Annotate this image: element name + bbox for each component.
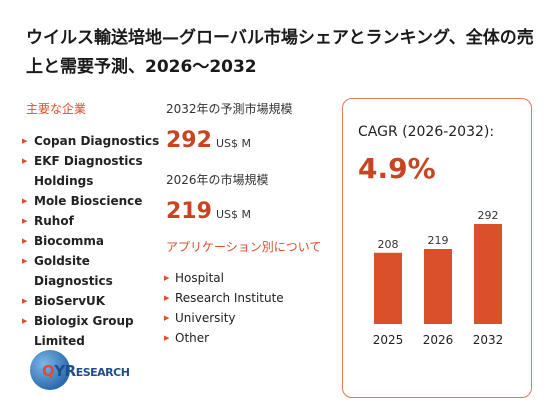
vendor-item: Copan Diagnostics <box>22 131 162 151</box>
bar-chart: 208 2025 219 2026 292 2032 <box>373 209 504 347</box>
category-label: 2032 <box>473 333 504 347</box>
bar-value-label: 292 <box>478 209 499 222</box>
projection-value: 292 US$ M <box>166 128 251 153</box>
vendor-item: Mole Bioscience <box>22 191 162 211</box>
vendors-label: 主要な企業 <box>26 102 87 116</box>
logo-text: QYRESEARCH <box>42 362 130 380</box>
cagr-value: 4.9% <box>358 152 436 185</box>
application-item: Other <box>164 328 284 348</box>
bar-value-label: 208 <box>378 238 399 251</box>
vendor-item: Biocomma <box>22 231 162 251</box>
base-number: 219 <box>166 199 212 224</box>
cagr-label: CAGR (2026-2032): <box>358 124 495 140</box>
applications-label: アプリケーション別について <box>166 240 322 254</box>
vendor-item: Goldsite Diagnostics <box>22 251 162 291</box>
vendor-item: EKF Diagnostics Holdings <box>22 151 162 191</box>
bar-2032 <box>474 224 502 324</box>
globe-icon <box>30 350 70 390</box>
projection-unit: US$ M <box>215 137 251 150</box>
category-label: 2026 <box>423 333 454 347</box>
bar-value-label: 219 <box>428 234 449 247</box>
base-value: 219 US$ M <box>166 199 251 224</box>
base-label: 2026年の市場規模 <box>166 173 269 187</box>
application-item: Hospital <box>164 268 284 288</box>
category-label: 2025 <box>373 333 404 347</box>
logo: QYRESEARCH <box>30 350 150 390</box>
bar-2026 <box>424 249 452 324</box>
vendor-item: BioServUK <box>22 291 162 311</box>
application-list: Hospital Research Institute University O… <box>164 268 284 348</box>
vendor-item: Biologix Group Limited <box>22 311 162 351</box>
application-item: Research Institute <box>164 288 284 308</box>
vendor-list: Copan Diagnostics EKF Diagnostics Holdin… <box>22 131 162 351</box>
bar-2025 <box>374 252 402 324</box>
application-item: University <box>164 308 284 328</box>
vendor-item: Ruhof <box>22 211 162 231</box>
projection-number: 292 <box>166 128 212 153</box>
projection-label: 2032年の予測市場規模 <box>166 102 293 116</box>
page-title: ウイルス輸送培地—グローバル市場シェアとランキング、全体の売上と需要予測、202… <box>26 28 534 77</box>
base-unit: US$ M <box>215 208 251 221</box>
